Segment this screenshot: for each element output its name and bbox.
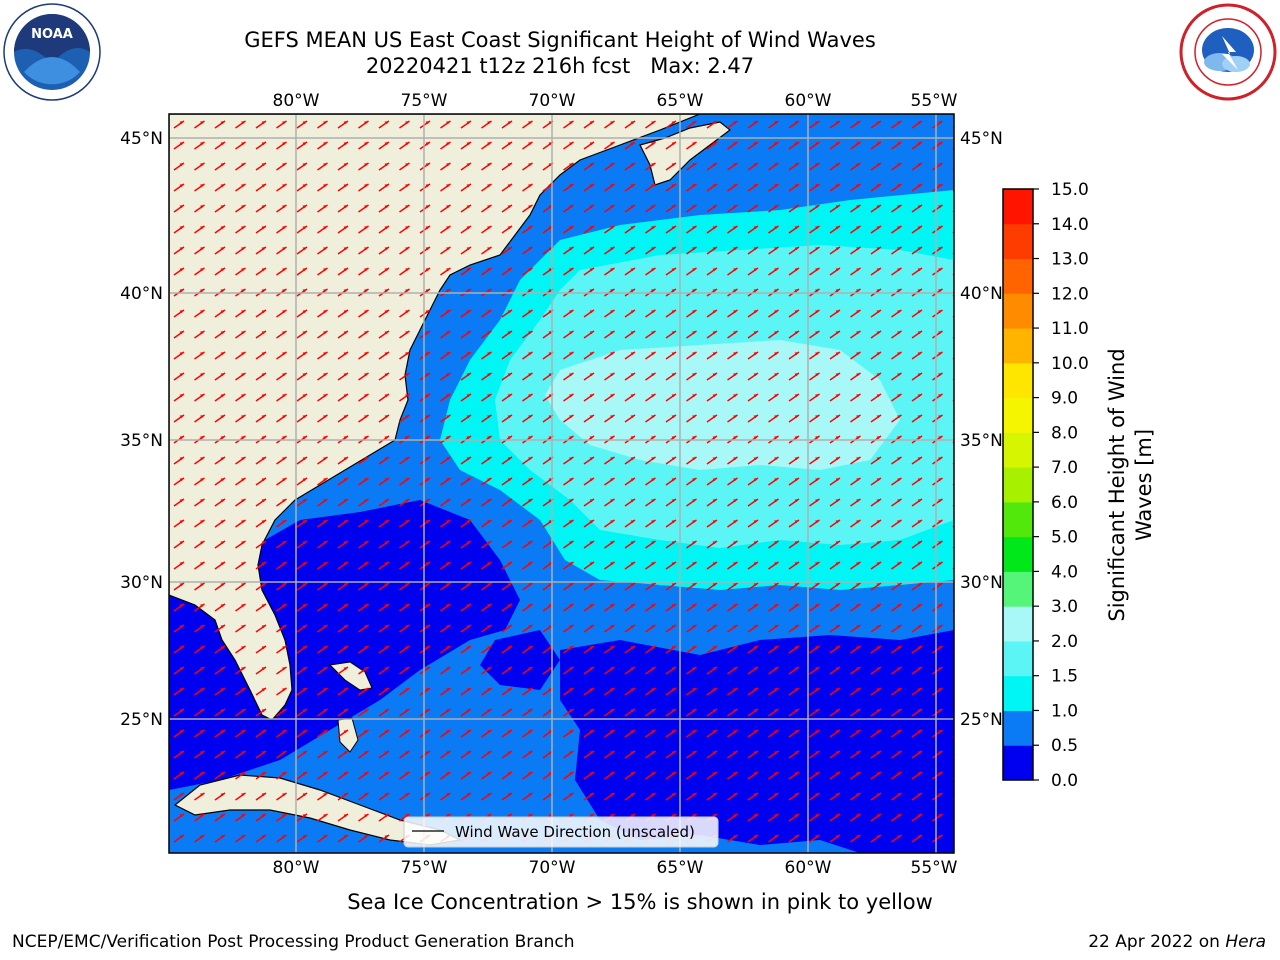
colorbar-tick-label: 9.0 — [1051, 389, 1078, 409]
lat-label: 45°N — [120, 129, 163, 149]
colorbar-segment — [1003, 571, 1033, 607]
colorbar-segment — [1003, 293, 1033, 329]
colorbar-segment — [1003, 501, 1033, 538]
colorbar-segment — [1003, 467, 1033, 503]
colorbar-tick-label: 6.0 — [1051, 493, 1078, 513]
colorbar-ticks: 0.0 0.5 1.0 1.5 2.0 3.0 4.0 5.0 6.0 7.0 8.0 9.0 10.0… — [1033, 180, 1089, 791]
map-gridlines — [169, 114, 954, 853]
map-frame — [168, 113, 955, 854]
lat-label: 35°N — [960, 431, 1003, 451]
colorbar-segment — [1003, 397, 1033, 433]
lon-label: 60°W — [785, 91, 832, 111]
colorbar-segment — [1003, 710, 1033, 746]
colorbar-tick-label: 0.0 — [1051, 771, 1078, 791]
lon-labels-top: 80°W 75°W 70°W 65°W 60°W 55°W — [273, 91, 958, 111]
noaa-logo-text: NOAA — [31, 27, 73, 42]
noaa-logo: NOAA — [2, 2, 102, 102]
lat-label: 25°N — [120, 710, 163, 730]
wind-wave-arrows — [169, 114, 954, 853]
lon-label: 55°W — [911, 858, 958, 878]
colorbar-tick-label: 8.0 — [1051, 423, 1078, 443]
lat-labels-right: 45°N 40°N 35°N 30°N 25°N — [960, 129, 1003, 730]
sea-ice-caption: Sea Ice Concentration > 15% is shown in … — [347, 890, 933, 914]
colorbar-tick-label: 7.0 — [1051, 458, 1078, 478]
colorbar-label-line1: Significant Height of Wind — [1105, 348, 1129, 621]
colorbar-segment — [1003, 189, 1033, 225]
lat-label: 35°N — [120, 431, 163, 451]
lon-label: 80°W — [273, 91, 320, 111]
lat-label: 40°N — [120, 284, 163, 304]
lon-label: 75°W — [401, 91, 448, 111]
lon-label: 70°W — [529, 91, 576, 111]
colorbar-tick-label: 12.0 — [1051, 284, 1089, 304]
colorbar-segment — [1003, 606, 1033, 642]
lon-label: 65°W — [657, 91, 704, 111]
colorbar-segment — [1003, 362, 1033, 399]
footer-host: Hera — [1225, 932, 1266, 952]
colorbar-tick-label: 1.0 — [1051, 701, 1078, 721]
lon-label: 55°W — [911, 91, 958, 111]
colorbar-segment — [1003, 745, 1033, 781]
lon-label: 80°W — [273, 858, 320, 878]
colorbar-label: Significant Height of Wind Waves [m] — [1105, 348, 1156, 621]
colorbar-segment — [1003, 675, 1033, 711]
colorbar-tick-label: 15.0 — [1051, 180, 1089, 200]
legend-label: Wind Wave Direction (unscaled) — [455, 823, 695, 841]
lat-labels-left: 45°N 40°N 35°N 30°N 25°N — [120, 129, 163, 730]
lon-label: 65°W — [657, 858, 704, 878]
footer-right: 22 Apr 2022 on Hera — [1088, 932, 1266, 952]
chart-title: GEFS MEAN US East Coast Significant Heig… — [244, 28, 876, 52]
chart-subtitle: 20220421 t12z 216h fcst Max: 2.47 — [365, 54, 755, 78]
colorbar-tick-label: 2.0 — [1051, 632, 1078, 652]
colorbar-tick-label: 1.5 — [1051, 667, 1078, 687]
colorbar — [1003, 189, 1033, 781]
colorbar-segment — [1003, 258, 1033, 294]
lon-labels-bottom: 80°W 75°W 70°W 65°W 60°W 55°W — [273, 858, 958, 878]
colorbar-frame — [1002, 188, 1034, 781]
colorbar-segment — [1003, 536, 1033, 572]
colorbar-segment — [1003, 328, 1033, 364]
lon-label: 60°W — [785, 858, 832, 878]
colorbar-tick-label: 13.0 — [1051, 250, 1089, 270]
footer-date: 22 Apr 2022 on — [1088, 932, 1226, 952]
lon-label: 70°W — [529, 858, 576, 878]
wind-wave-legend: Wind Wave Direction (unscaled) — [403, 816, 719, 848]
colorbar-segment — [1003, 640, 1033, 677]
lat-label: 30°N — [960, 573, 1003, 593]
colorbar-tick-label: 10.0 — [1051, 354, 1089, 374]
colorbar-label-line2: Waves [m] — [1132, 429, 1156, 541]
lat-label: 40°N — [960, 284, 1003, 304]
colorbar-tick-label: 11.0 — [1051, 319, 1089, 339]
colorbar-tick-label: 3.0 — [1051, 597, 1078, 617]
lat-label: 45°N — [960, 129, 1003, 149]
colorbar-tick-label: 4.0 — [1051, 562, 1078, 582]
footer-left: NCEP/EMC/Verification Post Processing Pr… — [12, 932, 575, 952]
colorbar-tick-label: 14.0 — [1051, 215, 1089, 235]
colorbar-segment — [1003, 432, 1033, 468]
colorbar-tick-label: 5.0 — [1051, 528, 1078, 548]
lat-label: 25°N — [960, 710, 1003, 730]
lon-label: 75°W — [401, 858, 448, 878]
lat-label: 30°N — [120, 573, 163, 593]
colorbar-segment — [1003, 223, 1033, 260]
colorbar-tick-label: 0.5 — [1051, 736, 1078, 756]
nws-logo — [1178, 2, 1278, 102]
